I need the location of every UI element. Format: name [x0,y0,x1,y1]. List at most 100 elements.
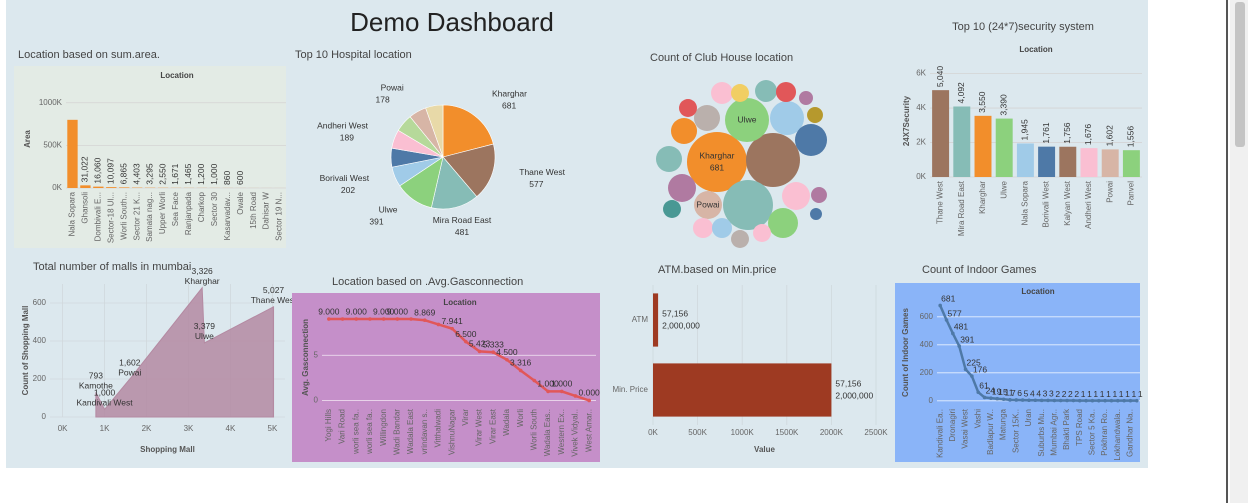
point [327,317,331,321]
point [368,317,372,321]
point [477,349,482,354]
data-label: 1 [1093,389,1098,399]
bar [932,90,950,177]
data-label: 4 [1030,388,1035,398]
x-tick-label: Samata nag... [145,192,154,242]
bubble [731,84,749,102]
point [559,389,564,394]
x-tick-label: Sector 30 [210,191,219,226]
data-label: 481 [455,227,469,237]
data-label: 1,671 [170,163,180,185]
data-label: 391 [960,334,974,344]
y-tick-label: 5 [314,350,319,359]
point [951,331,955,336]
data-label: 31,022 [80,156,90,182]
data-label: 3 [1043,389,1048,399]
dashboard-title: Demo Dashboard [350,7,554,37]
data-label: 1 [1081,389,1086,399]
x-tick-label: Suburbs Mu.. [1037,409,1046,457]
point [422,318,427,323]
x-tick-label: Wadala East [406,408,415,454]
point [1052,398,1057,403]
x-tick-label: 5K [268,424,278,433]
x-tick-label: 2000K [820,428,844,437]
bar [1059,146,1077,177]
point [518,368,523,373]
data-label: 9.000 [387,306,409,316]
pie-slice [442,104,494,158]
data-label: 793 [89,371,103,381]
x-tick-label: Dombivali E... [93,192,102,241]
point [1090,398,1095,403]
data-label: 57,156 [835,378,861,388]
x-tick-label: TPS Road [1075,409,1084,446]
data-label: 6 [1017,388,1022,398]
point [938,303,942,308]
bubble [724,97,770,143]
x-tick-label: Virar East [488,408,497,444]
y-tick-label: 1000K [39,98,63,107]
y-tick-label: 400 [33,336,47,345]
x-tick-label: Uran [1024,409,1033,426]
point [1033,398,1038,403]
data-label: 3,379 [194,321,216,331]
bubble-label: Ulwe [738,114,757,124]
data-label: 2,000,000 [835,390,873,400]
x-tick-label: 4K [226,424,236,433]
pie-slice [431,156,478,210]
data-label: 19 [992,386,1002,396]
data-label: 681 [710,162,724,172]
bubble [663,200,681,218]
x-tick-label: 1500K [775,428,799,437]
scrollbar-thumb[interactable] [1235,2,1245,147]
point [1096,398,1101,403]
x-tick-label: Willingdon [379,409,388,446]
x-tick-label: worli sea fa.. [351,409,360,455]
data-label: 0.000 [579,388,601,398]
area [95,286,275,418]
data-label: 1 [1138,389,1143,399]
x-tick-label: Kasarvadav... [223,192,232,240]
data-label: 7 [1011,388,1016,398]
bubble [746,133,800,187]
y-axis-title: Avg. Gasconnection [301,319,310,396]
x-tick-label: Lokhandwala.. [1113,409,1122,461]
point [505,357,509,362]
data-label: 577 [529,179,543,189]
y-tick-label: 2K [916,138,926,147]
x-tick-label: Kharghar [978,181,987,214]
bubble [693,104,721,132]
bubble-label: Kharghar [700,150,735,160]
data-label: 1 [1087,389,1092,399]
point [963,367,968,372]
bubble [807,107,823,123]
chart-title: Total number of malls in mumbai [33,261,191,273]
y-tick-label: 200 [920,368,934,377]
x-tick-label: Nala Sopara [68,191,77,236]
y-tick-label: 0 [929,396,934,405]
data-label: 6,865 [118,163,128,185]
data-label: 1 [1125,389,1130,399]
x-tick-label: Kalyan West [1063,180,1072,226]
x-tick-label: Virar West [475,408,484,446]
x-tick-label: Vitthalwadi [434,409,443,448]
bubble [769,100,805,136]
bar [1038,146,1056,177]
point [491,350,496,355]
data-label: 2 [1062,389,1067,399]
bubble [731,230,749,248]
data-label: 2 [1068,389,1073,399]
point [1001,397,1006,402]
data-label: 1 [1131,389,1136,399]
y-tick-label: 0K [52,183,62,192]
x-tick-label: 1000K [731,428,755,437]
x-tick-label: Sector 21 K... [132,192,141,240]
bubble-label: Powai [696,199,719,209]
x-tick-label: Sector 15K.. [1011,409,1020,453]
data-label: 5,040 [935,66,945,88]
point-label: Kandivali West [77,398,134,408]
point [1071,398,1076,403]
y-tick-label: Min. Price [612,385,648,394]
data-label: 2,000,000 [662,320,700,330]
